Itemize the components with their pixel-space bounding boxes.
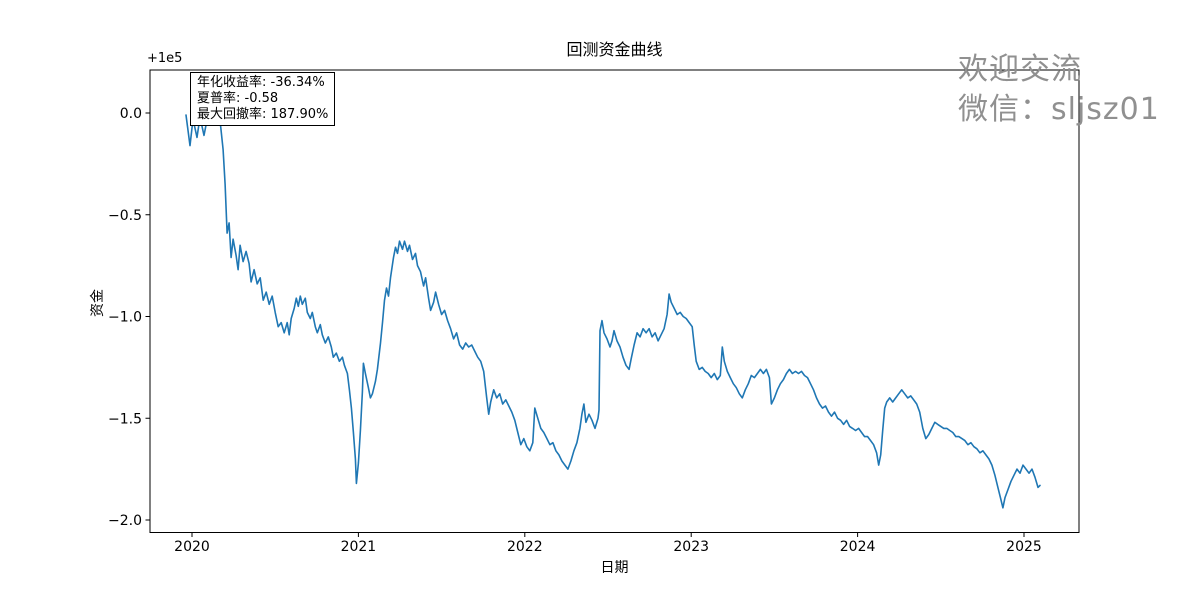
y-tick-label: −1.0 (108, 310, 142, 326)
stats-box: 年化收益率: -36.34% 夏普率: -0.58 最大回撤率: 187.90% (190, 72, 336, 126)
x-tick-label: 2020 (174, 539, 210, 555)
y-axis-offset-label: +1e5 (147, 51, 183, 66)
equity-line (185, 114, 1041, 509)
watermark-line2: 微信：sljsz01 (958, 92, 1160, 127)
axes-frame (149, 69, 1080, 533)
x-tick-label: 2022 (507, 539, 543, 555)
x-tick-label: 2024 (840, 539, 876, 555)
x-axis-label: 日期 (600, 560, 629, 576)
x-tick-label: 2023 (673, 539, 709, 555)
stat-sharpe-ratio: 夏普率: -0.58 (197, 91, 279, 106)
stat-annual-return: 年化收益率: -36.34% (197, 75, 325, 90)
watermark-line1: 欢迎交流 (958, 52, 1082, 87)
watermark: 欢迎交流 微信：sljsz01 (958, 50, 1160, 130)
y-tick-label: −0.5 (108, 208, 142, 224)
stat-max-drawdown: 最大回撤率: 187.90% (197, 107, 329, 122)
y-tick-label: −1.5 (108, 411, 142, 427)
y-tick-label: −2.0 (108, 513, 142, 529)
x-tick-label: 2021 (341, 539, 377, 555)
y-tick-label: 0.0 (120, 106, 142, 122)
x-tick-label: 2025 (1006, 539, 1042, 555)
chart-title: 回测资金曲线 (566, 40, 663, 59)
y-axis-label: 资金 (90, 289, 106, 317)
